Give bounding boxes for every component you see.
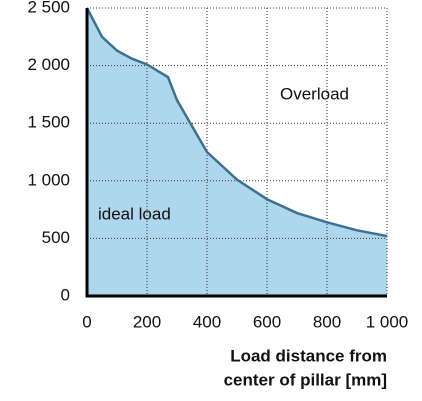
annotation: Overload bbox=[280, 84, 349, 103]
x-axis-label: Load distance from bbox=[230, 346, 387, 365]
x-axis-label: center of pillar [mm] bbox=[224, 370, 387, 389]
x-tick-label: 600 bbox=[253, 312, 281, 331]
x-tick-label: 800 bbox=[313, 312, 341, 331]
y-tick-label: 0 bbox=[61, 285, 70, 304]
y-tick-label: 1 500 bbox=[27, 113, 70, 132]
area bbox=[87, 8, 387, 296]
y-tick-label: 500 bbox=[42, 228, 70, 247]
y-tick-label: 1 000 bbox=[27, 170, 70, 189]
x-tick-label: 0 bbox=[82, 312, 91, 331]
y-tick-label: 2 500 bbox=[27, 0, 70, 16]
annotation: ideal load bbox=[98, 204, 171, 223]
line bbox=[85, 7, 388, 238]
x-tick-label: 200 bbox=[133, 312, 161, 331]
x-tick-label: 1 000 bbox=[366, 312, 409, 331]
x-tick-label: 400 bbox=[193, 312, 221, 331]
y-tick-label: 2 000 bbox=[27, 55, 70, 74]
